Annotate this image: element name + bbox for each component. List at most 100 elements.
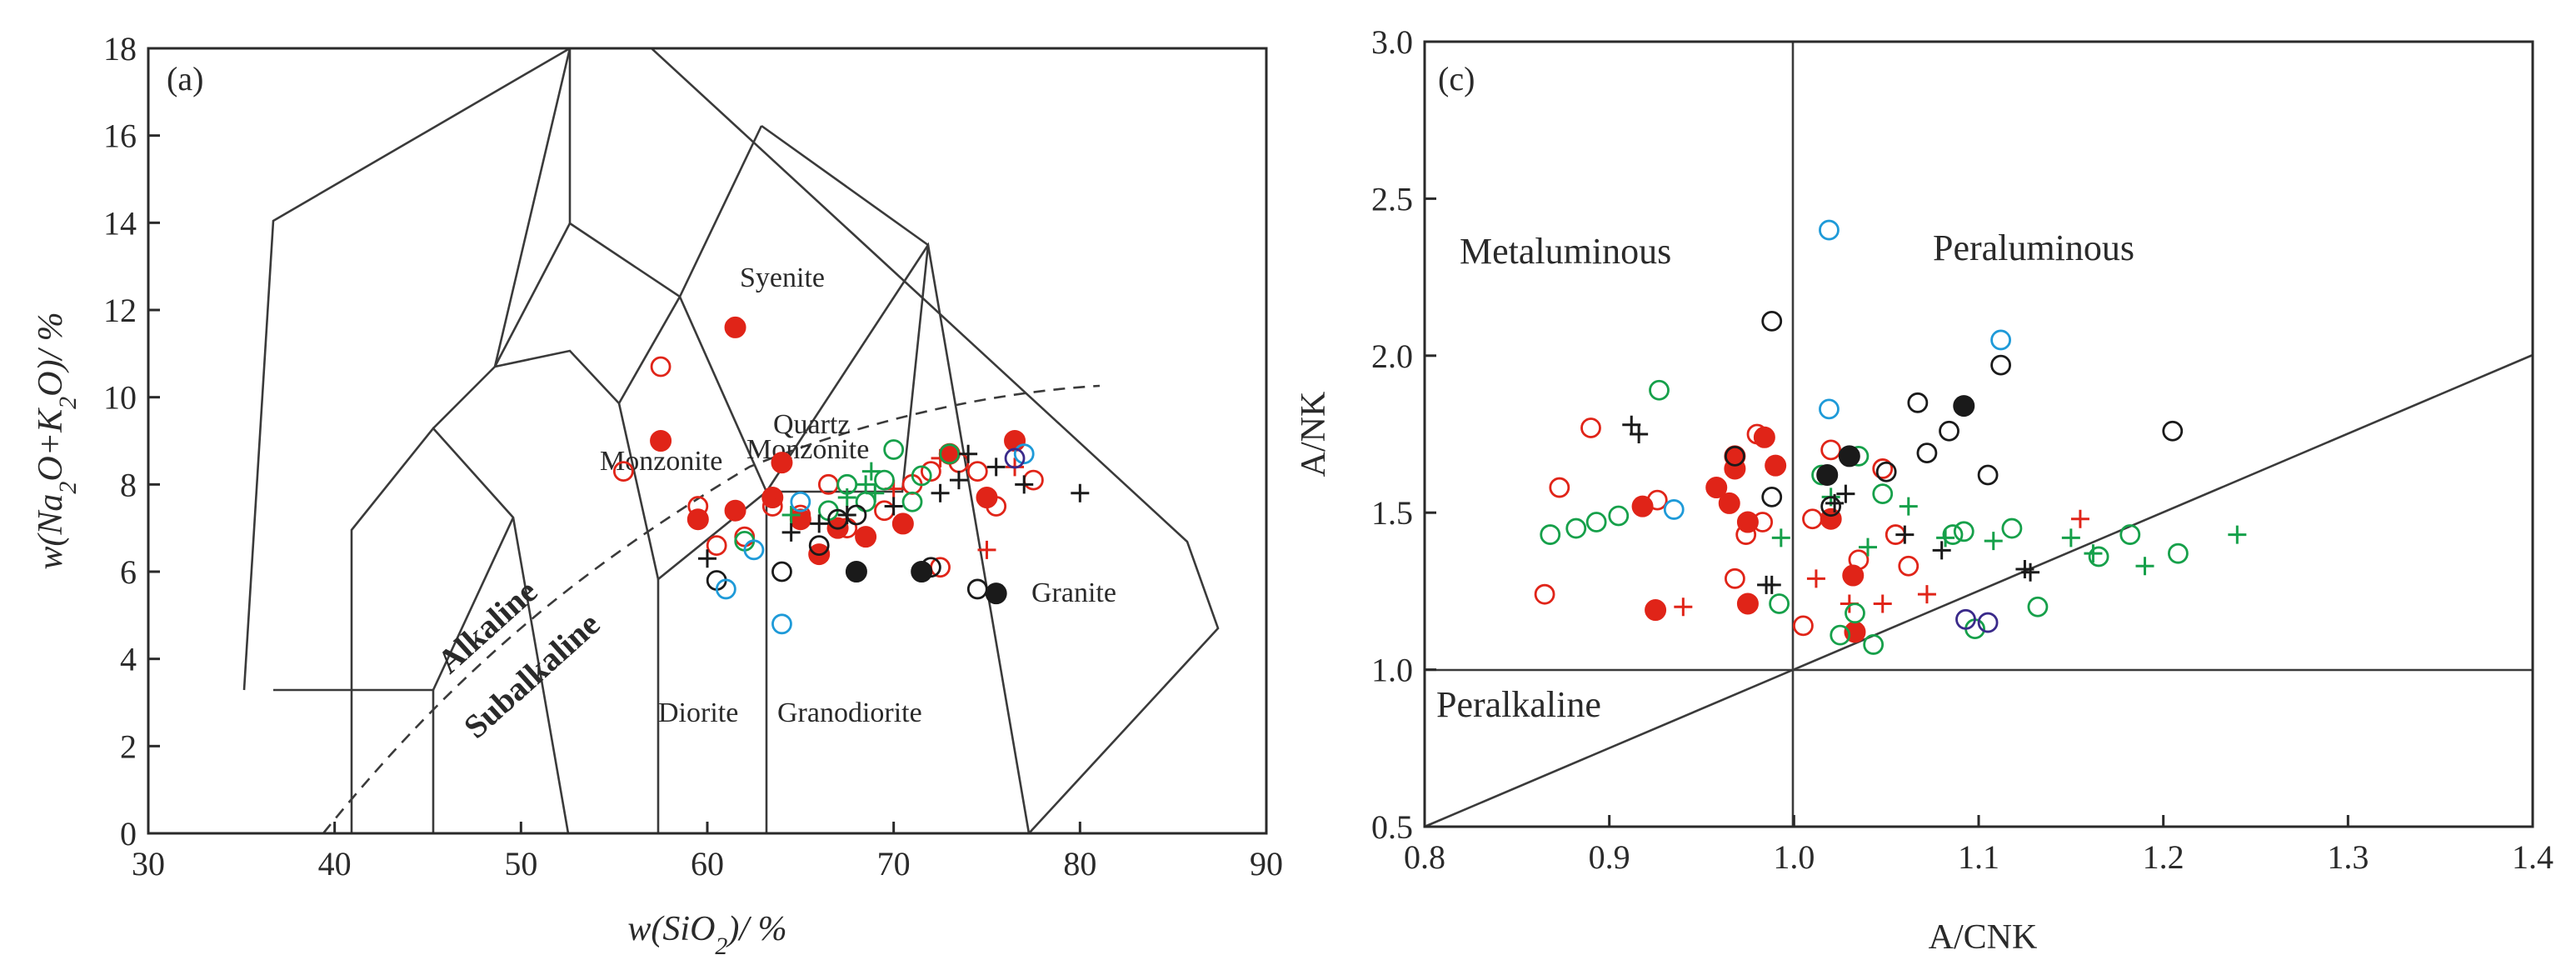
acnk-ank-panel: 0.8 0.9 1.0 1.1 1.2 1.3 1.4 0.5 1.0 1.5 2.0 2.5 3.0… — [1295, 23, 2554, 957]
data-point-black-cross — [1630, 425, 1649, 443]
field-label-granite: Granite — [1031, 578, 1116, 608]
y-tick-label: 16 — [103, 118, 137, 155]
data-point-green-cross — [2135, 557, 2154, 576]
data-point-black-open — [808, 535, 830, 556]
x-tick-label: 30 — [132, 845, 165, 882]
data-point-blue-open — [1663, 499, 1685, 520]
data-point-black-cross — [1762, 575, 1781, 594]
data-point-red-open — [650, 356, 671, 378]
data-point-red-filled — [1645, 599, 1667, 622]
data-point-red-filled — [1842, 564, 1865, 587]
data-point-green-open — [2027, 596, 2049, 618]
data-point-red-open — [1646, 489, 1668, 511]
data-point-black-cross — [931, 483, 950, 502]
data-point-red-filled — [1736, 511, 1759, 533]
data-point-green-open — [1872, 483, 1894, 504]
x-tick-label: 70 — [877, 845, 911, 882]
data-point-green-open — [883, 439, 905, 460]
data-point-red-open — [1820, 439, 1842, 461]
data-point-red-cross — [1917, 585, 1936, 604]
x-tick-label: 60 — [691, 845, 724, 882]
data-point-black-open — [1875, 461, 1897, 482]
panel-c-y-ticks: 0.5 1.0 1.5 2.0 2.5 3.0 — [1371, 23, 1436, 846]
data-point-red-open — [921, 461, 941, 482]
data-point-green-open — [1830, 624, 1851, 646]
data-point-blue-open — [1819, 398, 1840, 420]
x-tick-label: 1.3 — [2327, 838, 2369, 876]
data-point-black-open — [966, 578, 988, 600]
data-point-red-open — [1898, 555, 1920, 577]
y-tick-label: 2.5 — [1371, 180, 1413, 218]
data-point-black-filled — [1838, 445, 1860, 468]
data-point-black-cross — [959, 444, 978, 463]
data-point-black-filled — [1816, 463, 1839, 486]
data-point-red-filled — [855, 526, 877, 548]
data-point-red-open — [874, 500, 895, 522]
data-point-black-filled — [845, 561, 867, 582]
data-point-blue-open — [1013, 443, 1035, 465]
data-point-blue-open — [715, 578, 736, 600]
data-point-black-cross — [2021, 562, 2040, 582]
data-point-black-open — [1761, 310, 1783, 332]
field-label-granodiorite: Granodiorite — [777, 698, 922, 728]
field-label-quartz: Quartz — [773, 409, 851, 440]
data-point-red-cross — [1873, 594, 1892, 613]
x-tick-label: 50 — [504, 845, 537, 882]
data-point-green-cross — [861, 462, 881, 481]
y-tick-label: 4 — [120, 641, 137, 678]
data-point-red-cross — [2070, 509, 2089, 528]
panel-c-letter: (c) — [1438, 60, 1475, 98]
tas-diagram-panel: 30 40 50 60 70 80 90 0 2 4 6 8 10 12 14 16 18 Syenite Q… — [32, 30, 1283, 960]
data-point-red-filled — [1718, 492, 1740, 514]
data-point-green-open — [855, 491, 876, 512]
data-point-green-cross — [2061, 528, 2080, 548]
data-point-blue-open — [790, 491, 811, 512]
x-tick-label: 40 — [318, 845, 352, 882]
y-tick-label: 2 — [120, 728, 137, 765]
data-point-black-open — [1939, 420, 1959, 442]
panel-a-x-axis-title: w(SiO2)/ % — [627, 910, 786, 960]
x-tick-label: 90 — [1250, 845, 1283, 882]
data-point-green-open — [911, 465, 932, 487]
data-point-black-cross — [837, 505, 856, 524]
panel-c-y-axis-title: A/NK — [1295, 392, 1333, 478]
field-label-quartz-monzonite: Monzonite — [746, 434, 869, 465]
y-tick-label: 18 — [103, 30, 137, 68]
data-point-black-cross — [1932, 541, 1951, 560]
data-point-red-open — [1534, 583, 1555, 605]
region-label-peraluminous: Peraluminous — [1933, 228, 2134, 268]
data-point-red-open — [734, 526, 756, 548]
panel-a-letter: (a) — [167, 60, 203, 98]
data-point-green-cross — [856, 475, 876, 494]
data-point-green-cross — [1899, 497, 1918, 516]
data-point-black-open — [1916, 442, 1938, 464]
data-point-blue-open — [771, 613, 792, 635]
panel-a-y-ticks: 0 2 4 6 8 10 12 14 16 18 — [103, 30, 160, 852]
data-point-red-filled — [771, 452, 793, 474]
data-point-red-open — [1848, 549, 1870, 571]
data-point-black-filled — [911, 561, 933, 582]
data-point-red-open — [1023, 469, 1044, 491]
data-point-black-open — [1820, 496, 1842, 518]
region-label-peralkaline: Peralkaline — [1436, 684, 1601, 725]
data-point-green-cross — [1859, 538, 1877, 557]
data-point-red-open — [1549, 477, 1570, 498]
x-tick-label: 0.9 — [1589, 838, 1630, 876]
data-point-black-open — [1990, 354, 2012, 376]
data-point-green-open — [901, 491, 923, 512]
data-point-black-cross — [1895, 525, 1915, 544]
panel-c-data-points — [1534, 219, 2247, 655]
data-point-red-open — [1802, 508, 1823, 530]
tas-field-boundaries — [242, 47, 1220, 834]
data-point-black-open — [1761, 486, 1783, 508]
data-point-red-open — [1735, 524, 1757, 545]
data-point-green-open — [2088, 546, 2109, 568]
data-point-green-cross — [1936, 528, 1955, 548]
y-tick-label: 8 — [120, 466, 137, 503]
data-point-green-cross — [781, 505, 801, 524]
data-point-green-open — [1608, 505, 1630, 527]
y-tick-label: 0 — [120, 815, 137, 852]
data-point-green-open — [1769, 593, 1790, 614]
x-tick-label: 1.1 — [1958, 838, 1999, 876]
